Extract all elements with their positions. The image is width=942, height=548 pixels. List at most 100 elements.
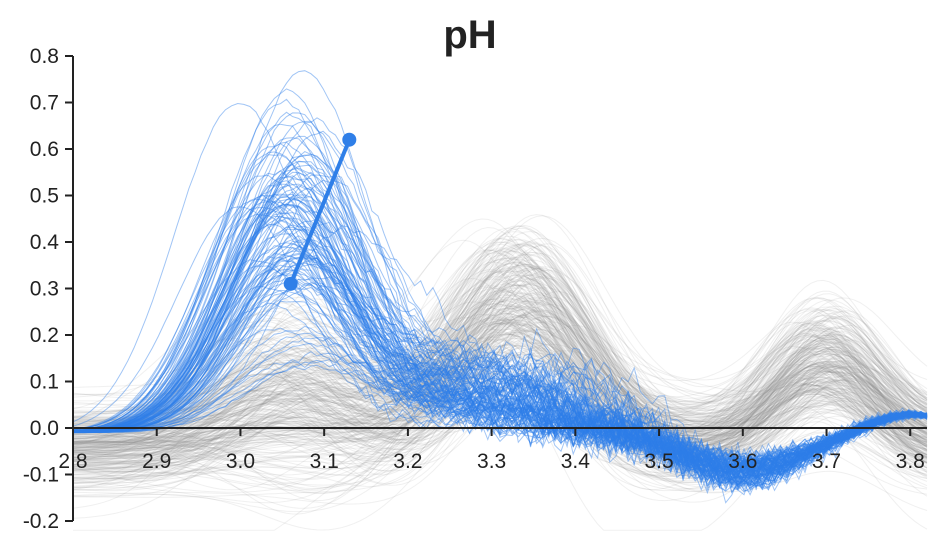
gray-density-curve — [72, 329, 928, 458]
gray-density-curve — [72, 251, 928, 451]
gray-density-curve — [72, 371, 928, 465]
gray-density-curve — [72, 241, 928, 454]
annotation-start-handle[interactable] — [283, 276, 298, 291]
gray-density-curve — [72, 298, 928, 462]
gray-density-curve — [72, 313, 928, 430]
highlighted-density-curve — [72, 204, 928, 474]
highlighted-density-curve — [72, 171, 928, 477]
gray-density-curve — [72, 257, 928, 457]
gray-density-curve — [72, 306, 928, 427]
highlighted-density-curve — [72, 194, 928, 491]
highlighted-density-curve — [72, 203, 928, 486]
gray-density-curve — [72, 321, 928, 452]
highlighted-curve-group — [72, 70, 928, 504]
gray-density-curve — [72, 303, 928, 468]
gray-density-curve — [72, 328, 928, 509]
gray-density-curve — [73, 292, 928, 460]
gray-density-curve — [73, 331, 928, 464]
highlighted-density-curve — [72, 161, 928, 477]
gray-density-curve — [72, 231, 928, 410]
highlighted-density-curve — [72, 213, 928, 470]
gray-density-curve — [72, 315, 928, 486]
gray-density-curve — [73, 360, 928, 477]
gray-density-curve — [72, 271, 928, 418]
gray-density-curve — [72, 318, 928, 464]
highlighted-density-curve — [72, 221, 928, 477]
gray-density-curve — [72, 283, 928, 475]
gray-density-curve — [72, 242, 928, 438]
highlighted-density-curve — [72, 265, 928, 493]
highlighted-density-curve — [72, 143, 928, 479]
y-tick-label: 0.7 — [30, 92, 59, 115]
highlighted-density-curve — [72, 215, 928, 478]
highlighted-density-curve — [72, 350, 928, 487]
gray-density-curve — [72, 342, 928, 443]
gray-density-curve — [72, 247, 928, 430]
gray-density-curve — [72, 314, 928, 425]
gray-density-curve — [72, 237, 928, 432]
highlighted-density-curve — [72, 191, 928, 490]
annotation-end-handle[interactable] — [342, 132, 357, 147]
highlighted-density-curve — [73, 154, 928, 478]
gray-density-curve — [72, 331, 928, 509]
gray-density-curve — [72, 218, 928, 414]
x-tick-label: 3.2 — [393, 450, 422, 473]
gray-density-curve — [72, 349, 928, 471]
gray-density-curve — [72, 354, 928, 489]
gray-density-curve — [72, 310, 928, 444]
gray-density-curve — [73, 269, 928, 470]
gray-density-curve — [72, 296, 928, 419]
gray-density-curve — [72, 301, 928, 421]
gray-density-curve — [72, 264, 928, 417]
gray-density-curve — [72, 347, 928, 477]
highlighted-density-curve — [72, 179, 928, 483]
gray-density-curve — [72, 267, 928, 494]
annotation-segment[interactable] — [283, 132, 357, 291]
gray-density-curve — [73, 274, 928, 491]
gray-density-curve — [72, 314, 928, 494]
gray-density-curve — [72, 260, 928, 450]
gray-density-curve — [72, 329, 928, 451]
gray-density-curve — [72, 262, 928, 398]
gray-density-curve — [72, 247, 928, 438]
gray-density-curve — [73, 291, 928, 462]
highlighted-density-curve — [72, 245, 928, 486]
gray-density-curve — [72, 348, 928, 462]
highlighted-density-curve — [72, 137, 928, 477]
gray-density-curve — [72, 321, 928, 464]
highlighted-density-curve — [72, 88, 928, 476]
gray-density-curve — [72, 294, 928, 504]
gray-density-curve — [72, 274, 928, 452]
gray-density-curve — [72, 315, 928, 458]
y-tick-label: 0.8 — [30, 45, 59, 68]
gray-density-curve — [72, 341, 928, 477]
gray-density-curve — [72, 266, 928, 452]
gray-density-curve — [73, 318, 928, 426]
gray-density-curve — [72, 284, 928, 454]
highlighted-density-curve — [73, 199, 928, 482]
gray-density-curve — [72, 238, 928, 426]
gray-density-curve — [72, 320, 928, 489]
gray-density-curve — [72, 294, 928, 451]
gray-density-curve — [73, 241, 928, 397]
gray-density-curve — [72, 265, 928, 444]
gray-density-curve — [72, 214, 928, 421]
highlighted-density-curve — [72, 255, 928, 471]
gray-density-curve — [72, 293, 928, 476]
highlighted-density-curve — [72, 216, 928, 473]
gray-density-curve — [72, 303, 928, 443]
annotation-line[interactable] — [288, 137, 352, 286]
gray-density-curve — [72, 308, 928, 461]
highlighted-density-curve — [72, 198, 927, 480]
gray-density-curve — [73, 331, 928, 466]
highlighted-density-curve — [72, 239, 928, 477]
y-tick-label: -0.2 — [23, 510, 59, 533]
gray-density-curve — [73, 268, 928, 455]
gray-density-curve — [73, 349, 928, 470]
gray-density-curve — [72, 249, 928, 465]
gray-density-curve — [73, 307, 928, 456]
x-tick-label: 3.4 — [561, 450, 591, 473]
y-axis: 0.8 0.7 0.6 0.5 0.4 0.3 0.2 0.1 0.0 -0.1 -0.2 — [23, 45, 73, 533]
gray-density-curve — [72, 298, 928, 439]
